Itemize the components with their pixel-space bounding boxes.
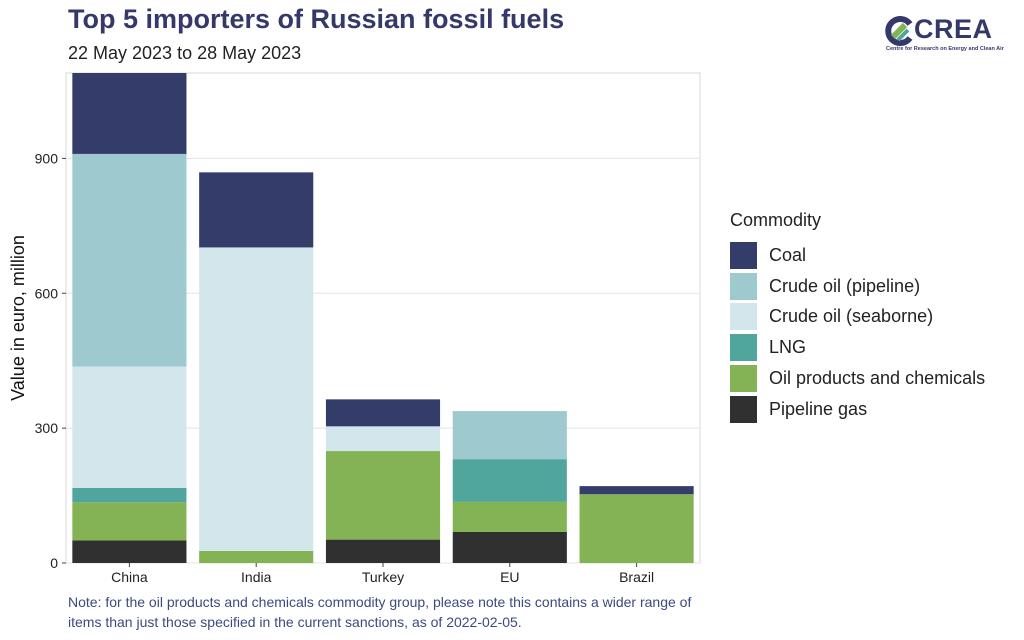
legend-item: Coal: [730, 240, 985, 271]
x-tick-label: Turkey: [362, 569, 404, 585]
bars: [72, 73, 694, 563]
x-tick-label: EU: [500, 569, 519, 585]
y-tick-label: 900: [35, 150, 59, 166]
legend-swatch: [730, 365, 757, 393]
bar-eu-pipeline-gas: [452, 531, 567, 563]
bar-turkey-coal: [325, 399, 441, 427]
y-tick-label: 0: [50, 555, 58, 571]
legend-swatch: [730, 334, 757, 362]
legend-item: LNG: [730, 332, 985, 363]
crea-logo: CREA Centre for Research on Energy and C…: [884, 14, 1008, 58]
legend-swatch: [730, 272, 757, 300]
bar-india-oil-products-and-chemicals: [199, 550, 314, 563]
bar-turkey-pipeline-gas: [325, 539, 441, 563]
footnote: Note: for the oil products and chemicals…: [68, 594, 692, 630]
x-tick-label: Brazil: [619, 569, 654, 585]
legend-swatch: [730, 395, 757, 423]
bar-brazil-oil-products-and-chemicals: [579, 494, 694, 563]
legend-items: Coal Crude oil (pipeline) Crude oil (seabo…: [730, 240, 985, 425]
legend-swatch: [730, 241, 757, 269]
crea-logo-icon: [885, 16, 913, 46]
bar-eu-lng: [452, 459, 567, 502]
legend-label: Crude oil (seaborne): [769, 306, 934, 327]
legend-item: Crude oil (pipeline): [730, 271, 985, 302]
bar-china-crude-oil-pipeline-: [72, 153, 187, 367]
bar-india-crude-oil-seaborne-: [199, 247, 314, 551]
y-axis-title: Value in euro, million: [8, 235, 28, 401]
legend-item: Crude oil (seaborne): [730, 302, 985, 333]
legend-label: LNG: [769, 337, 807, 358]
logo-tagline: Centre for Research on Energy and Clean …: [886, 46, 1004, 52]
chart-title: Top 5 importers of Russian fossil fuels: [68, 4, 565, 34]
legend-item: Oil products and chemicals: [730, 363, 985, 394]
x-tick-label: India: [241, 569, 272, 585]
legend-title: Commodity: [730, 210, 822, 230]
legend: Commodity Coal Crude oil (pipeline) Crude …: [730, 210, 985, 425]
bar-china-coal: [72, 73, 187, 154]
bar-turkey-crude-oil-seaborne-: [325, 426, 441, 452]
bar-eu-oil-products-and-chemicals: [452, 501, 567, 532]
y-tick-label: 300: [35, 420, 59, 436]
bar-eu-crude-oil-pipeline-: [452, 411, 567, 460]
legend-label: Crude oil (pipeline): [769, 275, 921, 296]
legend-label: Pipeline gas: [769, 398, 868, 419]
logo-wordmark: CREA: [914, 14, 993, 44]
bar-india-coal: [199, 172, 314, 248]
legend-label: Coal: [769, 244, 807, 265]
chart-subtitle: 22 May 2023 to 28 May 2023: [68, 43, 302, 63]
bar-brazil-coal: [579, 486, 694, 495]
axes: 0 300 600 900 China India Turkey EU Brazil Value …: [8, 150, 654, 585]
bar-turkey-oil-products-and-chemicals: [325, 451, 441, 540]
legend-swatch: [730, 303, 757, 331]
bar-china-lng: [72, 487, 187, 503]
legend-label: Oil products and chemicals: [769, 368, 986, 389]
legend-item: Pipeline gas: [730, 394, 985, 425]
bar-china-crude-oil-seaborne-: [72, 366, 187, 488]
bar-china-pipeline-gas: [72, 540, 187, 563]
y-tick-label: 600: [35, 285, 59, 301]
bar-china-oil-products-and-chemicals: [72, 502, 187, 541]
x-tick-label: China: [111, 569, 148, 585]
